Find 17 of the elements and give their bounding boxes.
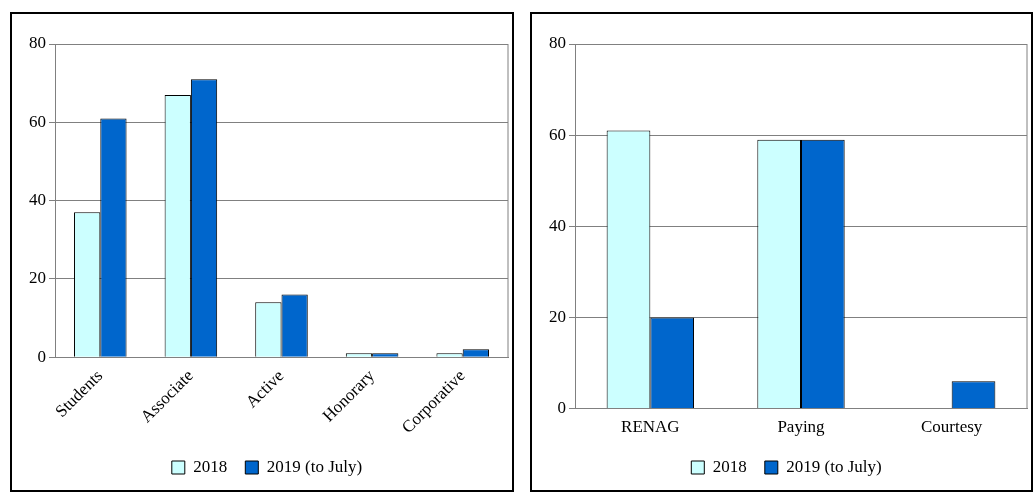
x-tick-label: RENAG: [621, 417, 680, 437]
x-tick-label: Courtesy: [920, 417, 983, 437]
y-tick-label: 20: [29, 268, 46, 288]
legend-label: 2019 (to July): [786, 456, 882, 476]
y-tick-label: 60: [29, 111, 46, 131]
legend-label: 2019 (to July): [266, 456, 363, 476]
y-tick-label: 0: [557, 398, 566, 418]
y-tick-label: 40: [549, 215, 566, 235]
x-tick-label: Paying: [777, 417, 826, 437]
y-tick-label: 20: [549, 306, 566, 326]
y-tick-label: 80: [549, 33, 566, 53]
y-tick-label: 60: [549, 124, 566, 144]
y-tick-label: 80: [29, 33, 46, 53]
y-tick-label: 40: [29, 190, 46, 210]
y-tick-label: 0: [37, 346, 46, 366]
legend-label: 2018: [193, 456, 228, 476]
legend-label: 2018: [712, 456, 747, 476]
